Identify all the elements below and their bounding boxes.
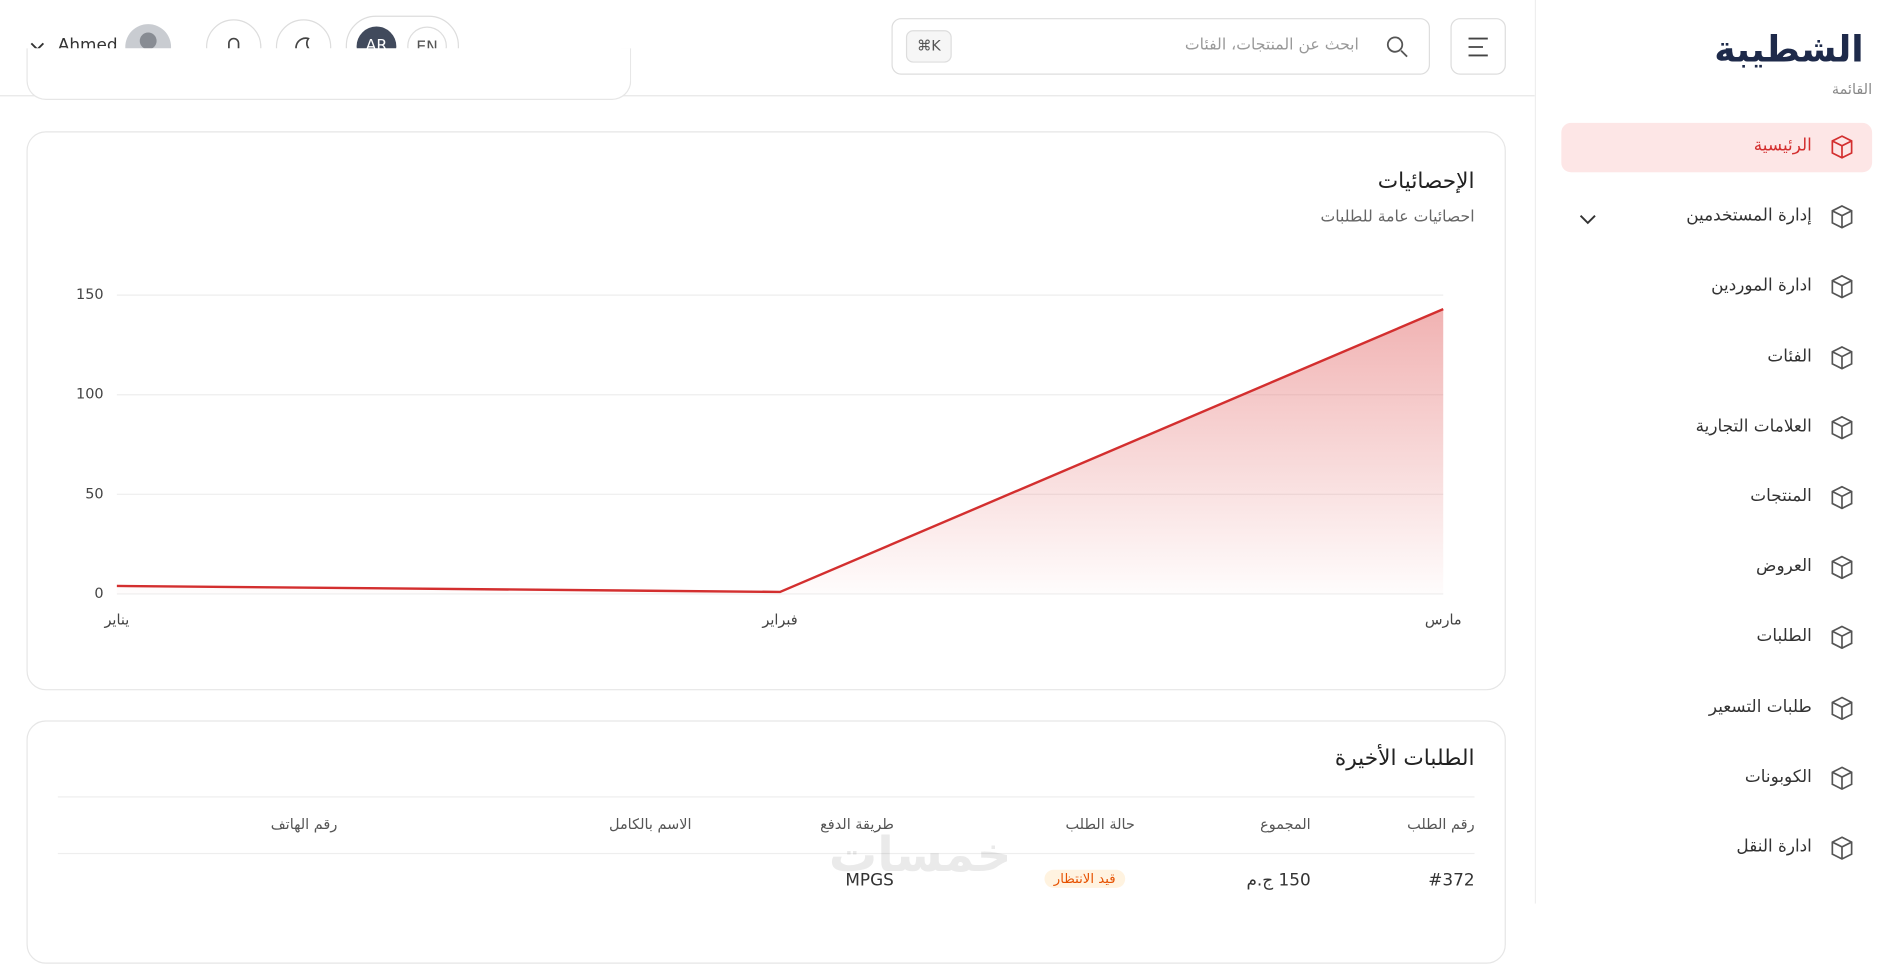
orders-card: الطلبات الأخيرة رقم الطلب المجموع حالة الط…: [26, 720, 1506, 964]
menu-item[interactable]: طلبات التسعير: [1561, 684, 1872, 733]
menu-icon: [1831, 275, 1853, 299]
chart: الإحصائيات احصائيات عامة للطلبات 0 50 100 1…: [76, 169, 1475, 629]
menu-icon: [1831, 836, 1853, 860]
search-box[interactable]: ⌘K ابحث عن المنتجات، الفئات: [891, 18, 1430, 75]
menu-icon: [1831, 766, 1853, 790]
table-cell: #372: [1428, 870, 1475, 891]
expand-chevron[interactable]: [1578, 210, 1597, 229]
y-tick-label: 150: [76, 287, 104, 303]
shortcut: ⌘K: [905, 30, 952, 63]
column-header: الاسم بالكامل: [608, 815, 692, 833]
x-tick-label: مارس: [1425, 612, 1462, 628]
column-header: حالة الطلب: [1065, 815, 1135, 833]
card-edge: [26, 48, 632, 100]
orders-title: الطلبات الأخيرة: [1334, 745, 1475, 772]
x-tick-label: فبراير: [761, 612, 797, 628]
chart-subtitle: احصائيات عامة للطلبات: [1321, 206, 1475, 225]
menu-item[interactable]: الفئات: [1561, 333, 1872, 382]
menu-item[interactable]: إدارة المستخدمين: [1561, 193, 1872, 242]
menu-icon: [1831, 555, 1853, 580]
divider: [57, 852, 1475, 855]
menu-item[interactable]: الطلبات: [1561, 614, 1872, 663]
menu-icon: [1831, 345, 1853, 370]
menu-icon: [1831, 415, 1853, 440]
menu-label: طلبات التسعير: [1708, 697, 1812, 717]
status-badge: قيد الانتظار: [1044, 869, 1126, 888]
menu-item[interactable]: الرئيسية: [1561, 122, 1873, 173]
menu-icon: [1831, 135, 1853, 159]
column-header: طريقة الدفع: [820, 815, 894, 833]
line: [116, 307, 1444, 594]
watermark: خمسات: [828, 827, 1012, 884]
menu-label: المنتجات: [1750, 486, 1812, 506]
menu-item[interactable]: العروض: [1561, 544, 1872, 593]
menu-icon: [1831, 485, 1853, 510]
menu-label: الكوبونات: [1744, 767, 1812, 787]
sidebar: الشطيبة القائمة الرئيسية إدارة المستخدمين…: [1534, 0, 1889, 904]
y-tick-label: 50: [85, 486, 103, 502]
table-cell: MPGS: [845, 870, 894, 891]
menu-toggle[interactable]: [1450, 18, 1506, 75]
menu-item[interactable]: ادارة النقل: [1561, 824, 1872, 873]
logo[interactable]: الشطيبة: [1714, 28, 1864, 72]
column-header: المجموع: [1260, 815, 1311, 833]
chart-title: الإحصائيات: [1378, 169, 1475, 194]
menu-icon: [1831, 625, 1853, 650]
menu-label: الطلبات: [1756, 626, 1812, 647]
y-tick-label: 0: [94, 586, 103, 602]
table-cell: 150 ج.م: [1246, 870, 1311, 891]
column-header: رقم الهاتف: [270, 815, 338, 833]
x-tick-label: يناير: [103, 612, 129, 628]
menu-item[interactable]: العلامات التجارية: [1561, 403, 1872, 452]
menu-label: العروض: [1756, 556, 1812, 577]
menu-label: العلامات التجارية: [1695, 416, 1812, 436]
column-header: رقم الطلب: [1407, 815, 1475, 833]
menu-label: الفئات: [1767, 346, 1812, 366]
area: [116, 309, 1444, 594]
menu-label: القائمة: [1831, 80, 1873, 98]
divider: [57, 796, 1475, 798]
search-icon: [1386, 36, 1408, 58]
stats-card: الإحصائيات احصائيات عامة للطلبات 0 50 100 1…: [26, 131, 1506, 691]
y-tick-label: 100: [76, 387, 104, 403]
menu-label: ادارة الموردين: [1711, 276, 1812, 296]
menu-icon: [1831, 696, 1853, 720]
menu-item[interactable]: ادارة الموردين: [1561, 263, 1872, 312]
menu-icon: [1831, 205, 1853, 229]
menu-label: إدارة المستخدمين: [1686, 206, 1812, 226]
menu-item[interactable]: المنتجات: [1561, 473, 1872, 522]
search-placeholder: ابحث عن المنتجات، الفئات: [1184, 36, 1359, 55]
menu-label: الرئيسية: [1753, 136, 1812, 156]
menu-label: ادارة النقل: [1736, 837, 1812, 857]
menu-item[interactable]: الكوبونات: [1561, 754, 1872, 803]
